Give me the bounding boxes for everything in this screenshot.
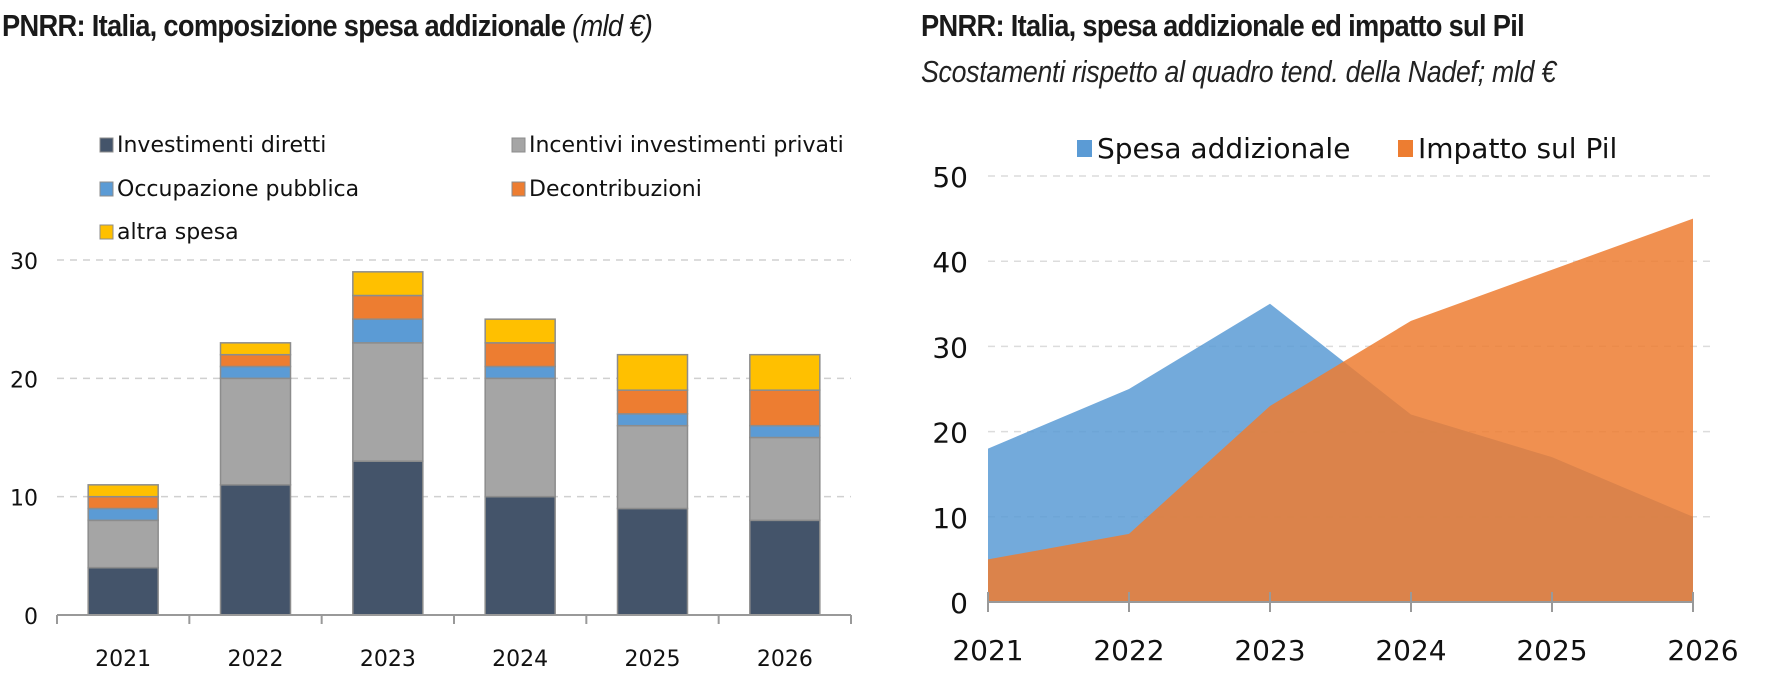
bar-segment	[484, 318, 556, 344]
bar-segment	[484, 342, 556, 368]
x-tick-label: 2025	[1516, 634, 1587, 667]
x-tick-label: 2021	[952, 634, 1023, 667]
bar-segment	[616, 507, 689, 616]
bar-segment	[484, 495, 556, 616]
bar-segment	[484, 377, 556, 498]
legend-swatch	[1398, 140, 1413, 157]
legend-label: Incentivi investimenti privati	[529, 133, 844, 158]
bar-segment	[616, 413, 689, 427]
bar-segment	[87, 566, 159, 616]
x-tick-label: 2026	[757, 647, 813, 672]
x-tick-label: 2024	[1375, 634, 1446, 667]
x-tick-label: 2022	[228, 647, 284, 672]
legend-label: altra spesa	[117, 220, 239, 245]
bar-segment	[749, 389, 821, 427]
bar-segment	[352, 318, 424, 344]
bar-segment	[616, 389, 689, 415]
legend-label: Decontribuzioni	[529, 177, 702, 202]
x-tick-label: 2025	[625, 647, 681, 672]
legend-swatch	[99, 181, 114, 197]
legend-swatch	[99, 224, 114, 240]
bar-segment	[749, 519, 821, 616]
bar-segment	[352, 460, 424, 616]
y-tick-label: 0	[24, 605, 38, 630]
bar-segment	[87, 519, 159, 569]
x-tick-label: 2026	[1667, 634, 1738, 667]
legend-swatch	[99, 137, 114, 153]
left-chart: 0 10 20 30 2021 2022 2023 2024 2025 2026 Investime…	[10, 133, 852, 672]
x-tick-label: 2022	[1093, 634, 1164, 667]
left-chart-title-unit: (mld €)	[572, 8, 653, 43]
bar-segment	[219, 484, 292, 616]
right-chart-subtitle: Scostamenti rispetto al quadro tend. del…	[921, 54, 1556, 89]
right-chart-title-text: PNRR: Italia, spesa addizionale ed impat…	[921, 8, 1525, 43]
bar-segment	[352, 342, 424, 462]
bar-segment	[219, 353, 292, 368]
area-impatto-sul-pil	[988, 218, 1693, 602]
bar-segment	[219, 377, 292, 486]
legend-label: Spesa addizionale	[1097, 132, 1350, 165]
bar-segment	[87, 507, 159, 522]
y-tick-label: 30	[10, 250, 38, 275]
bar-segment	[749, 353, 821, 391]
x-tick-label: 2023	[360, 647, 416, 672]
bar-segment	[352, 294, 424, 320]
legend-label: Investimenti diretti	[117, 133, 326, 158]
y-tick-label: 50	[932, 161, 968, 194]
legend-swatch	[511, 137, 526, 153]
right-chart-title: PNRR: Italia, spesa addizionale ed impat…	[921, 8, 1525, 44]
left-chart-title-text: PNRR: Italia, composizione spesa addizio…	[2, 8, 566, 43]
bar-segment	[749, 424, 821, 439]
legend-label: Impatto sul Pil	[1418, 132, 1617, 165]
y-tick-label: 10	[932, 502, 968, 535]
left-chart-title: PNRR: Italia, composizione spesa addizio…	[2, 8, 653, 44]
x-tick-label: 2023	[1234, 634, 1305, 667]
bar-segment	[87, 495, 159, 510]
y-tick-label: 10	[10, 487, 38, 512]
bar-segment	[219, 342, 292, 356]
bar-segment	[616, 353, 689, 391]
x-tick-label: 2024	[492, 647, 548, 672]
legend-label: Occupazione pubblica	[117, 177, 359, 202]
y-tick-label: 20	[932, 417, 968, 450]
right-chart: 0 10 20 30 40 50 2021 2022 2023 2024 2025 2026 Spesa…	[932, 132, 1738, 667]
bar-segment	[219, 365, 292, 380]
legend-swatch	[1077, 140, 1092, 157]
y-tick-label: 30	[932, 331, 968, 364]
legend-swatch	[511, 181, 526, 197]
bar-segment	[352, 271, 424, 297]
bar-segment	[749, 436, 821, 522]
bar-segment	[87, 484, 159, 498]
y-tick-label: 0	[950, 587, 968, 620]
y-tick-label: 40	[932, 246, 968, 279]
x-tick-label: 2021	[95, 647, 151, 672]
y-tick-label: 20	[10, 368, 38, 393]
bar-segment	[616, 424, 689, 510]
bar-segment	[484, 365, 556, 380]
